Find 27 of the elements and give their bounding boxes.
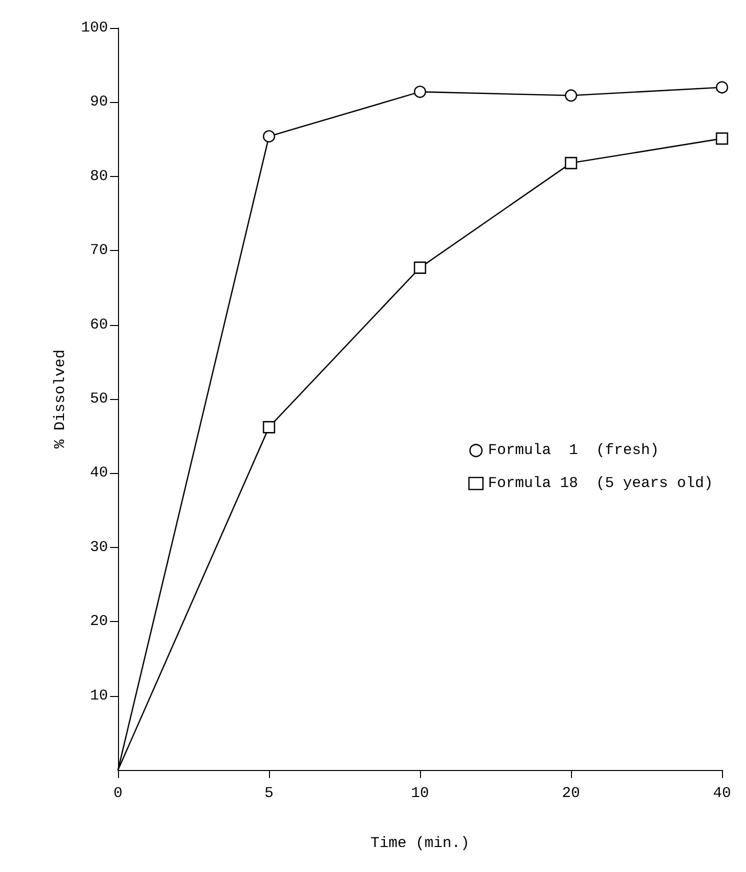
x-tick-label: 20 — [562, 785, 580, 802]
y-tick-label: 10 — [90, 687, 108, 704]
y-tick-label: 40 — [90, 464, 108, 482]
legend-label: Formula 1 (fresh) — [488, 442, 659, 459]
y-tick-label: 100 — [80, 20, 108, 36]
x-tick-label: 40 — [712, 785, 732, 802]
y-tick-label: 70 — [90, 242, 108, 260]
point — [564, 89, 578, 102]
point — [414, 86, 426, 98]
x-tick-label: 5 — [264, 785, 274, 802]
y-tick-label: 30 — [90, 538, 108, 556]
x-axis-title: Time (min.) — [370, 835, 470, 852]
y-tick-label: 50 — [90, 390, 108, 408]
y-tick-label: 80 — [90, 168, 108, 185]
point — [564, 156, 578, 170]
legend-label: Formula 18 (5 years old) — [488, 475, 714, 492]
x-tick-label: 10 — [410, 785, 430, 802]
point — [414, 262, 426, 274]
y-tick-label: 60 — [90, 316, 108, 334]
point — [716, 81, 728, 94]
x-tick-label: 0 — [113, 785, 123, 802]
point — [262, 130, 276, 142]
y-tick-label: 90 — [90, 94, 108, 111]
y-axis-title: % Dissolved — [52, 349, 69, 449]
y-tick-label: 20 — [90, 613, 108, 630]
point — [262, 421, 276, 434]
point — [716, 132, 728, 145]
